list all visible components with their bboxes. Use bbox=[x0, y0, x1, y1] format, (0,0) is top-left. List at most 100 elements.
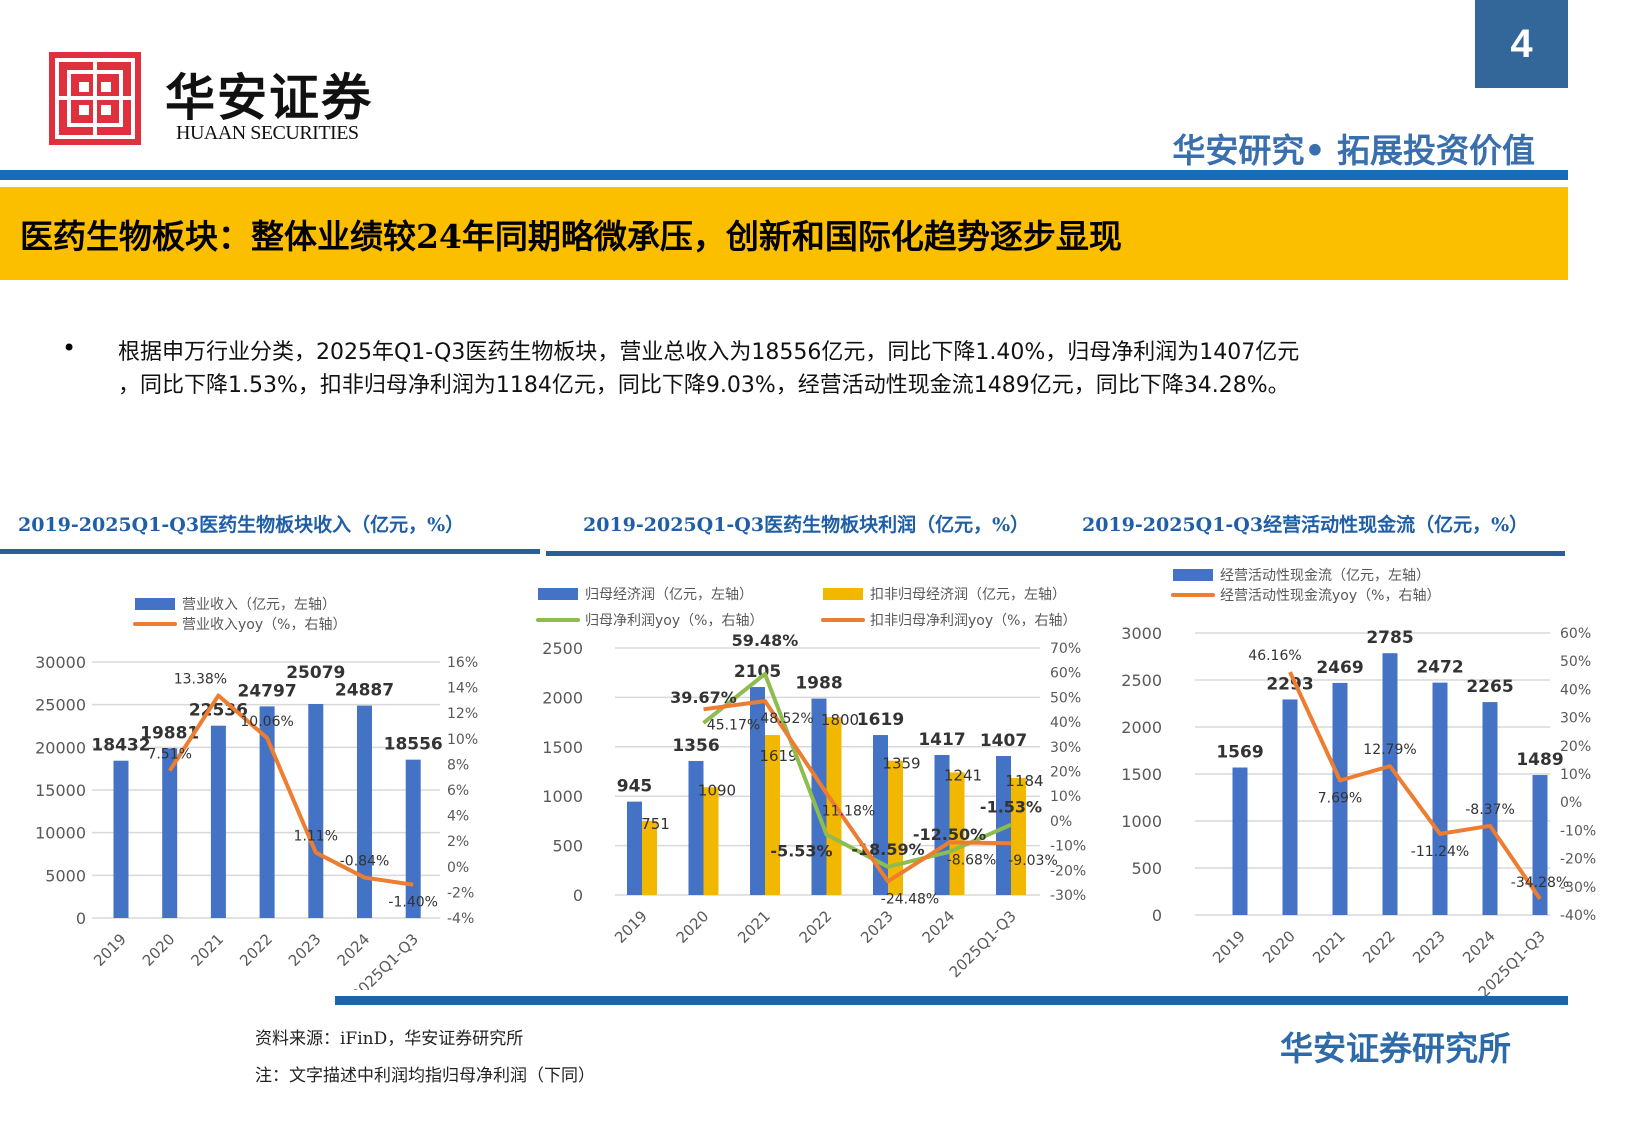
bar-2023 bbox=[308, 703, 324, 918]
bar-2025Q1-Q3 bbox=[996, 755, 1011, 895]
right-axis-tick: -40% bbox=[1560, 908, 1596, 924]
slide-title: 医药生物板块：整体业绩较24年同期略微承压，创新和国际化趋势逐步显现 bbox=[20, 217, 1122, 256]
chart-title-cashflow: 2019-2025Q1-Q3经营活动性现金流（亿元，%） bbox=[1082, 514, 1529, 536]
left-axis-tick: 1000 bbox=[542, 787, 583, 806]
yoy-label: 13.38% bbox=[174, 672, 227, 688]
yoy-label: -9.03% bbox=[1008, 853, 1058, 869]
right-axis-tick: 40% bbox=[1560, 682, 1591, 698]
right-axis-tick: -30% bbox=[1050, 888, 1086, 904]
x-axis-label: 2019 bbox=[1209, 927, 1249, 967]
bar-2023 bbox=[888, 760, 903, 895]
left-axis-tick: 30000 bbox=[35, 653, 86, 672]
left-axis-tick: 3000 bbox=[1121, 624, 1162, 643]
footer-org-name: 华安证券研究所 bbox=[1280, 1029, 1511, 1068]
bar-value-label: 25079 bbox=[286, 663, 345, 683]
left-axis-tick: 20000 bbox=[35, 738, 86, 757]
bar-value-label: 1569 bbox=[1216, 743, 1263, 763]
yoy-label: 7.69% bbox=[1318, 791, 1362, 807]
bar-2020 bbox=[1282, 699, 1298, 915]
right-axis-tick: 70% bbox=[1050, 641, 1081, 657]
bar-value-label: 24797 bbox=[238, 681, 297, 701]
bar-2021 bbox=[765, 735, 780, 895]
left-axis-tick: 0 bbox=[1152, 906, 1162, 925]
bar-2023 bbox=[873, 735, 888, 895]
bar-value-label: 1090 bbox=[698, 781, 736, 799]
logo-english-name: HUAAN SECURITIES bbox=[176, 122, 359, 144]
left-axis-tick: 5000 bbox=[45, 866, 86, 885]
yoy-label: 7.51% bbox=[147, 747, 191, 763]
x-axis-label: 2019 bbox=[90, 930, 130, 970]
x-axis-label: 2021 bbox=[734, 907, 774, 947]
yoy-line bbox=[703, 699, 1012, 884]
left-axis-tick: 0 bbox=[76, 909, 86, 928]
yoy-label: 59.48% bbox=[732, 631, 799, 650]
left-axis-tick: 1500 bbox=[1121, 765, 1162, 784]
bar-value-label: 2472 bbox=[1416, 658, 1463, 678]
right-axis-tick: 0% bbox=[447, 860, 469, 876]
chart-title-underline bbox=[1080, 551, 1565, 556]
bar-2024 bbox=[1482, 702, 1498, 915]
bar-value-label: 1359 bbox=[882, 755, 920, 773]
right-axis-tick: 50% bbox=[1050, 690, 1081, 706]
bar-2021 bbox=[1332, 682, 1348, 915]
bar-2021 bbox=[210, 725, 226, 918]
bar-2020 bbox=[703, 787, 719, 895]
right-axis-tick: 40% bbox=[1050, 715, 1081, 731]
bar-value-label: 19881 bbox=[140, 723, 199, 743]
x-axis-label: 2020 bbox=[1259, 927, 1299, 967]
legend-swatch-bar bbox=[135, 598, 175, 610]
huaan-logo-mark bbox=[49, 52, 141, 145]
bar-2025Q1-Q3 bbox=[405, 759, 421, 918]
right-axis-tick: 60% bbox=[1560, 626, 1591, 642]
yoy-label: -12.50% bbox=[913, 825, 986, 844]
bar-value-label: 24887 bbox=[335, 681, 394, 701]
yoy-label: -1.40% bbox=[388, 895, 438, 911]
chart-title-underline bbox=[546, 551, 1080, 556]
x-axis-label: 2023 bbox=[285, 930, 325, 970]
bar-value-label: 2469 bbox=[1316, 658, 1363, 678]
right-axis-tick: 10% bbox=[1560, 767, 1591, 783]
bar-2019 bbox=[113, 760, 129, 918]
left-axis-tick: 1000 bbox=[1121, 812, 1162, 831]
x-axis-label: 2020 bbox=[673, 907, 713, 947]
legend-label: 营业收入yoy（%，右轴） bbox=[182, 617, 346, 633]
left-axis-tick: 2000 bbox=[542, 688, 583, 707]
bar-2020 bbox=[688, 761, 704, 895]
x-axis-label: 2025Q1-Q3 bbox=[946, 907, 1020, 981]
chart-title-underline bbox=[0, 549, 540, 554]
right-axis-tick: 16% bbox=[447, 655, 478, 671]
right-axis-tick: 4% bbox=[447, 809, 469, 825]
right-axis-tick: 50% bbox=[1560, 654, 1591, 670]
yoy-label: 11.18% bbox=[822, 803, 875, 819]
bar-value-label: 2293 bbox=[1266, 674, 1313, 694]
x-axis-label: 2021 bbox=[1309, 927, 1349, 967]
bar-value-label: 751 bbox=[641, 815, 670, 833]
right-axis-tick: -10% bbox=[1560, 823, 1596, 839]
bar-value-label: 1619 bbox=[857, 710, 904, 730]
legend-swatch-bar bbox=[1173, 569, 1213, 581]
yoy-label: -8.68% bbox=[947, 852, 997, 868]
bar-value-label: 1619 bbox=[759, 747, 797, 765]
bar-value-label: 945 bbox=[617, 777, 653, 797]
bar-value-label: 1356 bbox=[672, 736, 719, 756]
bar-2025Q1-Q3 bbox=[1532, 775, 1548, 915]
right-axis-tick: 14% bbox=[447, 681, 478, 697]
bar-value-label: 1417 bbox=[918, 730, 965, 750]
cashflow-chart: 0 500 1000 1500 2000 2500 3000 -40% -30% -20% -10%… bbox=[1121, 568, 1596, 1000]
legend-label: 经营活动性现金流yoy（%，右轴） bbox=[1220, 588, 1440, 604]
bar-value-label: 1407 bbox=[980, 731, 1027, 751]
bar-2023 bbox=[1432, 682, 1448, 915]
right-axis-tick: 2% bbox=[447, 834, 469, 850]
bar-2021 bbox=[750, 687, 765, 895]
yoy-label: -34.28% bbox=[1511, 875, 1569, 891]
right-axis-tick: -30% bbox=[1560, 880, 1596, 896]
left-axis-tick: 500 bbox=[552, 837, 583, 856]
left-axis-tick: 500 bbox=[1131, 859, 1162, 878]
profit-chart: 0 500 1000 1500 2000 2500 -30% -20% -10% 0% 10% 20%… bbox=[536, 586, 1086, 981]
bullet-text-line-2: ，同比下降1.53%，扣非归母净利润为1184亿元，同比下降9.03%，经营活动… bbox=[118, 373, 1290, 398]
legend-swatch-bar bbox=[823, 588, 863, 600]
yoy-label: -8.37% bbox=[1465, 802, 1515, 818]
bar-value-label: 1489 bbox=[1516, 750, 1563, 770]
legend-label: 归母经济润（亿元，左轴） bbox=[585, 586, 753, 603]
right-axis-tick: 6% bbox=[447, 783, 469, 799]
